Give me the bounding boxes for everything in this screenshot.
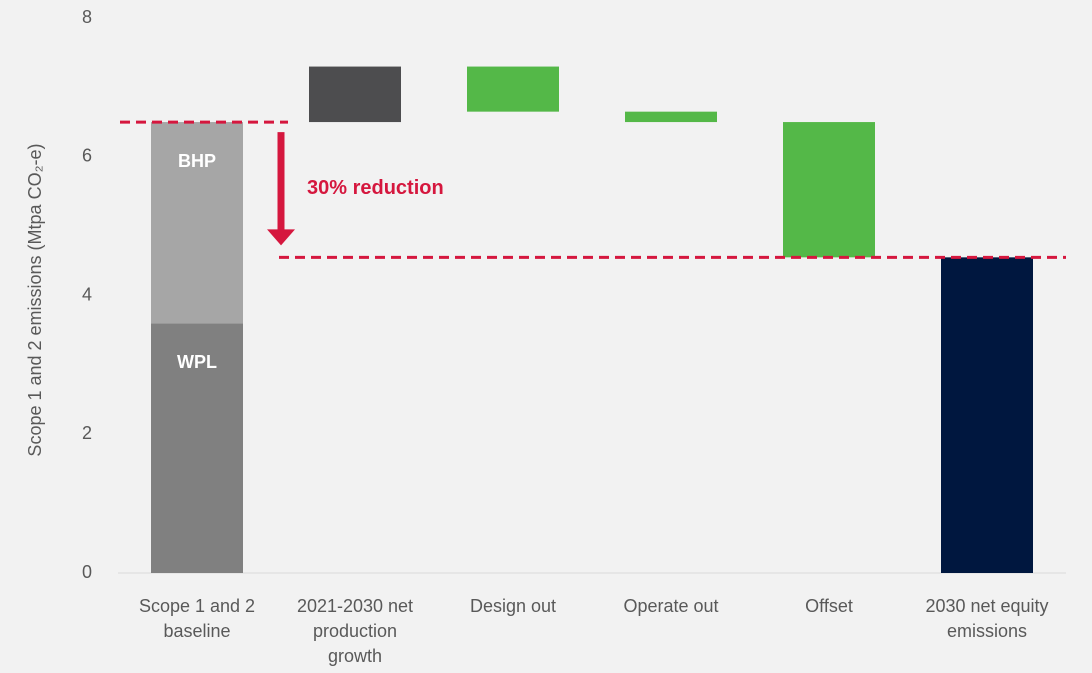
arrow-head [267,229,295,246]
y-tick-label: 0 [82,562,92,582]
x-tick-label: Scope 1 and 2 baseline [139,596,255,641]
bar [783,122,875,258]
x-tick-label: Offset [805,596,853,616]
bar [941,257,1033,573]
bar-segment [151,122,243,324]
x-tick-label: 2030 net equity emissions [925,596,1048,641]
bar [467,66,559,112]
segment-label: BHP [178,151,216,171]
y-tick-label: 2 [82,423,92,443]
annotation: 30% reduction [307,177,444,199]
bar-segment [151,323,243,573]
y-tick-label: 4 [82,284,92,304]
x-tick-label: Design out [470,596,556,616]
x-tick-label: 2021-2030 net production growth [297,596,413,666]
y-tick-label: 6 [82,146,92,166]
y-axis-label: Scope 1 and 2 emissions (Mtpa CO₂-e) [25,143,45,456]
segment-label: WPL [177,352,217,372]
bar [625,111,717,123]
x-tick-label: Operate out [623,596,718,616]
y-tick-label: 8 [82,7,92,27]
bar [309,66,401,123]
